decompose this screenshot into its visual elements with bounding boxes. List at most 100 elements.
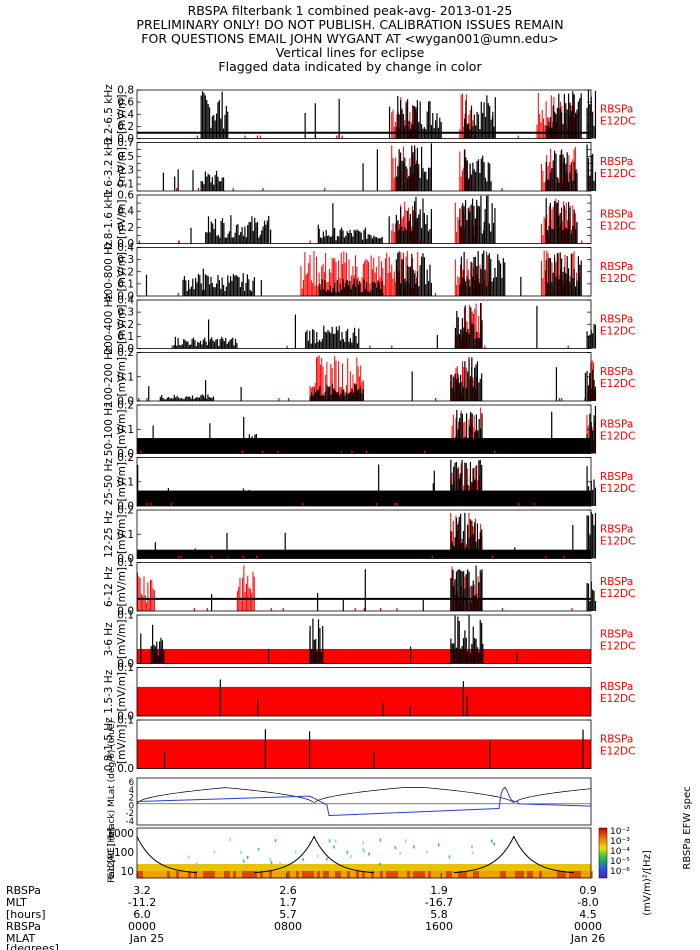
- data-bar: [576, 109, 578, 139]
- data-bar: [468, 615, 470, 664]
- data-bar: [230, 215, 232, 244]
- spec-speck: [448, 855, 451, 859]
- data-bar: [580, 93, 582, 139]
- data-bar: [458, 382, 460, 401]
- data-bar: [474, 479, 476, 506]
- spec-cell: [167, 871, 170, 878]
- data-bar: [552, 160, 554, 191]
- data-bar: [462, 203, 464, 244]
- flag-bar: [547, 166, 549, 191]
- data-bar: [234, 338, 237, 349]
- spec-cell: [389, 871, 392, 878]
- flag-tick: [242, 555, 244, 559]
- data-bar: [494, 267, 496, 296]
- baseline-band: [137, 549, 591, 559]
- panel-100-200: 100-200 Hz [mV/m]: [103, 346, 597, 407]
- data-bar: [460, 648, 462, 664]
- spec-cell: [398, 871, 401, 878]
- data-bar: [570, 111, 572, 139]
- data-bar: [340, 393, 342, 401]
- data-bar: [344, 395, 346, 401]
- data-bar: [401, 109, 403, 139]
- data-bar: [335, 292, 337, 296]
- data-bar: [213, 114, 215, 139]
- flag-bar: [300, 265, 302, 296]
- data-bar: [215, 113, 218, 139]
- data-bar: [456, 410, 458, 454]
- data-bar: [413, 145, 416, 191]
- spec-cell: [446, 871, 449, 878]
- spec-cell: [374, 871, 377, 878]
- spec-frame: [136, 827, 592, 879]
- data-bar: [359, 386, 362, 401]
- flag-bar: [379, 277, 381, 296]
- data-bar: [498, 260, 500, 296]
- data-bar: [456, 310, 458, 349]
- flag-tick: [581, 240, 583, 244]
- flag-bar: [544, 270, 546, 296]
- spec-speck: [471, 851, 474, 855]
- data-bar: [487, 162, 489, 191]
- spec-cell: [500, 871, 503, 878]
- spec-cell: [260, 871, 263, 878]
- data-bar: [470, 204, 472, 244]
- data-spike: [316, 593, 319, 611]
- spec-speck: [195, 862, 198, 866]
- data-bar: [573, 268, 575, 296]
- data-bar: [252, 446, 255, 454]
- spec-cell: [164, 871, 167, 878]
- data-bar: [180, 451, 182, 454]
- data-bar: [222, 338, 224, 349]
- data-bar: [408, 221, 410, 244]
- flag-tick: [380, 608, 382, 611]
- flag-bar: [348, 259, 350, 296]
- flag-bar: [457, 216, 459, 244]
- data-bar: [218, 280, 220, 296]
- data-bar: [472, 386, 474, 401]
- data-bar: [412, 269, 414, 296]
- data-bar: [453, 376, 455, 401]
- spec-cell: [236, 871, 239, 878]
- data-bar: [475, 364, 477, 401]
- flag-bar: [476, 593, 478, 611]
- data-bar: [337, 451, 339, 454]
- data-bar: [343, 237, 345, 244]
- data-bar: [464, 361, 466, 401]
- data-bar: [362, 389, 364, 401]
- flag-bar: [451, 374, 453, 401]
- spec-speck: [294, 850, 297, 854]
- spec-cell: [173, 871, 176, 878]
- spec-cell: [245, 871, 248, 878]
- data-bar: [157, 655, 159, 664]
- spec-cell: [533, 871, 536, 878]
- flag-bar: [574, 213, 576, 244]
- flag-bar: [352, 374, 354, 401]
- spec-cell: [479, 871, 482, 878]
- data-bar: [185, 280, 187, 296]
- data-bar: [454, 537, 456, 559]
- data-bar: [154, 646, 157, 664]
- data-bar: [240, 232, 242, 244]
- flag-tick: [287, 398, 290, 401]
- flag-bar: [557, 253, 559, 296]
- flag-bar: [361, 381, 363, 401]
- data-bar: [429, 228, 431, 244]
- data-bar: [473, 169, 475, 191]
- data-bar: [425, 224, 427, 244]
- spec-cell: [242, 871, 245, 878]
- band-label: 3.2-6.5 kHz: [103, 84, 115, 144]
- data-bar: [249, 290, 251, 296]
- data-bar: [568, 93, 570, 139]
- flag-bar: [239, 577, 241, 611]
- data-bar: [195, 451, 197, 454]
- data-bar: [419, 209, 421, 244]
- data-bar: [570, 162, 572, 191]
- spec-cell: [347, 871, 350, 878]
- data-bar: [201, 91, 204, 139]
- data-bar: [176, 345, 178, 349]
- panel-12-25: 12-25 Hz [mV/m]: [103, 509, 597, 559]
- flag-tick: [146, 398, 148, 401]
- data-bar: [429, 264, 431, 296]
- data-bar: [592, 589, 594, 611]
- flag-bar: [456, 232, 458, 244]
